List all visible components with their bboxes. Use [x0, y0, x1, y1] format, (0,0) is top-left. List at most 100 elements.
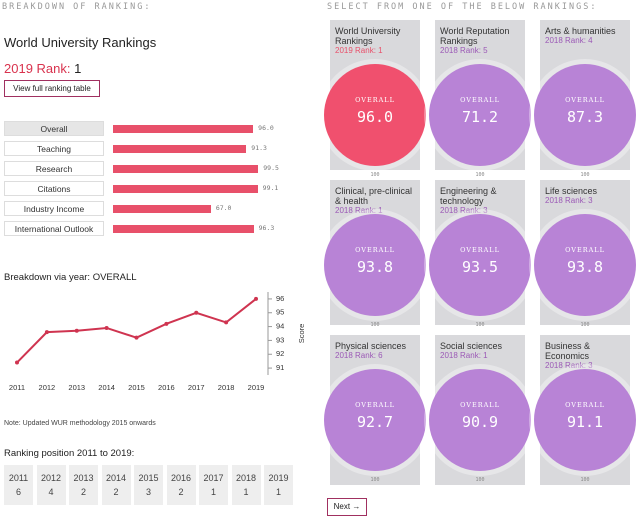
bar: [113, 125, 254, 133]
full-table-button[interactable]: View full ranking table: [4, 80, 100, 97]
history-year: 2013: [73, 473, 94, 483]
x-tick-label: 2016: [158, 383, 175, 392]
score-value: 92.7: [356, 413, 394, 431]
ranking-card[interactable]: Social sciences 2018 Rank: 1 OVERALL 90.9 10…: [429, 335, 531, 485]
card-rank: 2018 Rank: 3: [545, 361, 629, 371]
history-rank: 2: [113, 487, 119, 497]
card-rank: 2018 Rank: 5: [440, 46, 524, 56]
history-year: 2011: [8, 473, 29, 483]
category-label: Citations: [4, 181, 104, 196]
score-value: 87.3: [566, 108, 604, 126]
score-circle: OVERALL 93.8: [324, 214, 426, 316]
history-cell: 2013 2: [69, 465, 98, 505]
history-rank: 2: [80, 487, 86, 497]
score-circle: OVERALL 93.5: [429, 214, 531, 316]
history-cell: 2018 1: [231, 465, 261, 505]
ranking-card[interactable]: World Reputation Rankings 2018 Rank: 5 OVE…: [429, 20, 531, 178]
card-title: Arts & humanities 2018 Rank: 4: [545, 26, 629, 46]
history-rank: 6: [15, 487, 21, 497]
point: [44, 330, 49, 335]
score-circle: OVERALL 71.2: [429, 64, 531, 166]
card-rank: 2018 Rank: 4: [545, 36, 629, 46]
y-tick-label: 91: [276, 363, 284, 372]
card-rank-value: 4: [588, 36, 593, 45]
bar: [113, 185, 258, 193]
history-rank: 3: [145, 487, 151, 497]
x-tick-label: 2018: [218, 383, 235, 392]
metric-label: OVERALL: [565, 401, 605, 409]
category-label: Research: [4, 161, 104, 176]
ranking-card[interactable]: Arts & humanities 2018 Rank: 4 OVERALL 87.3…: [534, 20, 636, 178]
point: [15, 360, 19, 365]
history-cell: 2019 1: [264, 465, 293, 505]
score-circle: OVERALL 91.1: [534, 369, 636, 471]
category-label: Industry Income: [4, 201, 104, 216]
card-rank-value: 3: [588, 361, 593, 370]
card-name: World Reputation Rankings: [440, 26, 510, 46]
ranking-card[interactable]: Engineering & technology 2018 Rank: 3 OVER…: [429, 180, 531, 328]
metric-label: OVERALL: [460, 401, 500, 409]
card-name: Clinical, pre-clinical & health: [335, 186, 413, 206]
ranking-card[interactable]: Physical sciences 2018 Rank: 6 OVERALL 92.7…: [324, 335, 426, 485]
y-tick-label: 93: [276, 335, 284, 344]
card-rank-label: 2018 Rank:: [335, 206, 376, 215]
x-tick-label: 2011: [9, 383, 25, 392]
scale-max: 100: [580, 172, 590, 178]
score-value: 96.0: [356, 108, 394, 126]
x-tick-label: 2014: [98, 383, 115, 392]
metric-label: OVERALL: [565, 96, 605, 104]
card-rank-label: 2018 Rank:: [440, 46, 481, 55]
history-year: 2014: [105, 473, 127, 483]
metric-label: OVERALL: [565, 246, 605, 254]
scale-max: 100: [370, 477, 380, 483]
value-label: 91.3: [251, 144, 267, 152]
card-name: Engineering & technology: [440, 186, 497, 206]
rank-label: 2019 Rank:: [4, 61, 71, 76]
x-tick-label: 2012: [39, 383, 56, 392]
card-rank-value: 5: [483, 46, 488, 55]
card-rank-value: 1: [378, 206, 383, 215]
history-year: 2019: [268, 473, 289, 483]
category-label: Teaching: [4, 141, 104, 156]
scale-max: 100: [475, 172, 485, 178]
history-cell: 2014 2: [101, 465, 131, 505]
y-tick-label: 92: [276, 349, 284, 358]
card-title: Physical sciences 2018 Rank: 6: [335, 341, 419, 361]
point: [134, 335, 139, 340]
score-circle: OVERALL 90.9: [429, 369, 531, 471]
x-tick-label: 2015: [128, 383, 145, 392]
ranking-card[interactable]: Business & Economics 2018 Rank: 3 OVERALL 9…: [534, 335, 636, 485]
card-rank-value: 1: [483, 351, 488, 360]
card-rank-label: 2018 Rank:: [545, 196, 586, 205]
history-year: 2016: [170, 473, 192, 483]
next-button[interactable]: Next →: [327, 498, 367, 516]
history-cell: 2016 2: [166, 465, 196, 505]
card-title: Clinical, pre-clinical & health 2018 Rank…: [335, 186, 419, 216]
card-rank-value: 6: [378, 351, 383, 360]
scale-max: 100: [475, 322, 485, 328]
metric-label: OVERALL: [460, 96, 500, 104]
history-rank: 1: [210, 487, 216, 497]
y-tick-label: 94: [276, 322, 284, 331]
card-rank: 2018 Rank: 3: [440, 206, 524, 216]
card-rank: 2018 Rank: 6: [335, 351, 419, 361]
card-rank-value: 1: [378, 46, 383, 55]
bar: [113, 165, 259, 173]
line: [16, 298, 257, 364]
score-value: 91.1: [566, 413, 604, 431]
rank-value: 1: [74, 61, 82, 76]
ranking-card[interactable]: World University Rankings 2019 Rank: 1 OVE…: [324, 20, 426, 178]
card-rank-label: 2018 Rank:: [440, 206, 481, 215]
ranking-card[interactable]: Clinical, pre-clinical & health 2018 Rank…: [324, 180, 426, 328]
card-name: Business & Economics: [545, 341, 591, 361]
history-rank: 1: [243, 487, 249, 497]
point: [224, 320, 229, 325]
scale-max: 100: [580, 322, 590, 328]
card-name: Life sciences: [545, 186, 598, 196]
value-label: 99.5: [263, 164, 279, 172]
card-rank: 2018 Rank: 3: [545, 196, 629, 206]
category-label: International Outlook: [4, 221, 104, 236]
ranking-card[interactable]: Life sciences 2018 Rank: 3 OVERALL 93.8 100: [534, 180, 636, 328]
score-circle: OVERALL 87.3: [534, 64, 636, 166]
history-year: 2018: [235, 473, 257, 483]
